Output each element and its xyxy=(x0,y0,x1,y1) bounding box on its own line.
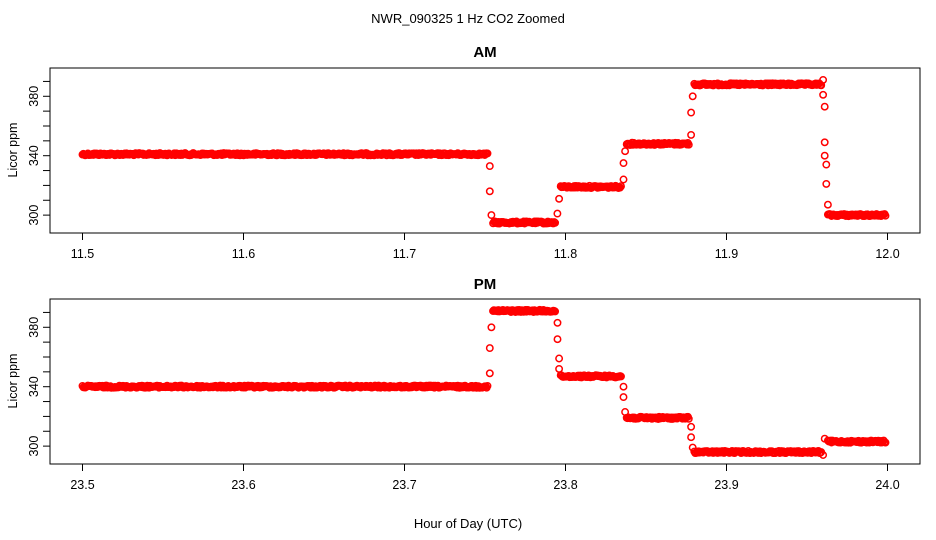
panel-am-data-point xyxy=(485,187,494,196)
panel-am-data-point xyxy=(820,102,829,111)
panel-am-transition-points xyxy=(485,75,832,220)
panel-am-xtick-label: 11.9 xyxy=(715,247,738,261)
panel-pm-series-segment xyxy=(556,371,625,382)
panel-pm-data-point xyxy=(687,433,696,442)
panel-pm-axes: 23.5 23.6 23.7 23.8 23.9 24.0 300 340 380 xyxy=(27,311,900,492)
panel-pm-series-segment xyxy=(489,305,560,316)
panel-pm-ytick-label: 380 xyxy=(27,317,41,338)
panel-pm-title: PM xyxy=(474,276,497,293)
panel-am-data-point xyxy=(485,162,494,171)
panel-am-xtick-label: 11.6 xyxy=(232,247,255,261)
panel-am-data-point xyxy=(688,92,697,101)
panel-pm-transition-points xyxy=(485,318,829,459)
panel-am-data-point xyxy=(621,147,630,156)
panel-am-xtick-label: 11.5 xyxy=(71,247,94,261)
panel-am-data-point xyxy=(483,149,492,158)
panel-pm-data-point xyxy=(820,434,829,443)
panel-pm-xtick-label: 23.6 xyxy=(231,478,255,492)
panel-pm-ytick-label: 300 xyxy=(27,436,41,457)
panel-am-data-point xyxy=(617,182,625,191)
panel-am-ylabel: Licor ppm xyxy=(6,123,20,178)
panel-am-data-point xyxy=(822,160,831,169)
panel-pm-xtick-label: 23.9 xyxy=(714,478,738,492)
panel-pm-plot-frame xyxy=(49,298,921,465)
panel-am-data-point xyxy=(822,179,831,188)
panel-am-ytick-label: 300 xyxy=(27,205,41,226)
panel-am-series-segment xyxy=(78,149,492,160)
panel-am-data-point xyxy=(819,90,828,99)
panel-pm-ylabel: Licor ppm xyxy=(6,354,20,409)
panel-pm-series-segment xyxy=(622,412,693,423)
panel-pm-series-segment xyxy=(78,381,492,392)
panel-pm-data-point xyxy=(553,318,562,327)
panel-am-xtick-label: 12.0 xyxy=(875,247,899,261)
panel-am-title: AM xyxy=(473,44,496,61)
panel-am-data-point xyxy=(820,138,829,147)
panel-pm-series-segment xyxy=(823,436,890,447)
panel-am-data-point xyxy=(553,209,562,218)
figure-suptitle: NWR_090325 1 Hz CO2 Zoomed xyxy=(371,11,565,26)
panel-am-plot-frame xyxy=(49,67,921,234)
panel-pm-xtick-label: 23.5 xyxy=(70,478,94,492)
panel-pm-data-point xyxy=(483,381,492,390)
panel-am-data-point xyxy=(687,108,696,117)
panel-am-ytick-label: 340 xyxy=(27,145,41,166)
panel-pm-xtick-label: 23.8 xyxy=(553,478,577,492)
panel-am-points xyxy=(78,75,890,228)
panel-am-data-point xyxy=(823,200,832,209)
panel-pm-data-point xyxy=(619,393,628,402)
panel-am-data-point xyxy=(619,175,628,184)
panel-am-data-point xyxy=(684,140,693,149)
panel-am-data-point xyxy=(555,194,564,203)
panel-pm-data-point xyxy=(687,422,696,431)
panel-am-axes: 11.5 11.6 11.7 11.8 11.9 12.0 300 340 380 xyxy=(27,80,900,261)
panel-pm-data-point xyxy=(485,344,494,353)
panel-am-xtick-label: 11.8 xyxy=(554,247,577,261)
panel-am-data-point xyxy=(820,151,829,160)
panel-am-data-point xyxy=(819,75,828,84)
panel-am-data-point xyxy=(687,130,696,139)
panel-pm-data-point xyxy=(617,372,625,381)
panel-pm-data-point xyxy=(619,382,628,391)
panel-pm-data-point xyxy=(819,451,828,459)
panel-pm-ytick-label: 340 xyxy=(27,376,41,397)
figure-xlabel: Hour of Day (UTC) xyxy=(414,516,522,531)
panel-pm-points xyxy=(78,305,890,459)
panel-pm-data-point xyxy=(881,438,890,447)
panel-am-series-segment xyxy=(622,138,693,149)
panel-am-series-segment xyxy=(489,217,560,228)
panel-am-data-point xyxy=(619,159,628,168)
panel-pm-data-point xyxy=(485,369,494,378)
panel-am-series-segment xyxy=(556,181,625,192)
panel-pm: PM Licor ppm 23.5 23.6 23.7 23.8 23.9 24.0 300… xyxy=(6,276,921,492)
panel-pm-data-point xyxy=(555,354,564,363)
panel-pm-data-point xyxy=(688,443,697,452)
panel-pm-data-point xyxy=(487,323,496,332)
panel-pm-data-point xyxy=(553,335,562,344)
panel-am-data-point xyxy=(487,211,496,220)
panel-am-series-segment xyxy=(690,79,826,90)
panel-am-ytick-label: 380 xyxy=(27,86,41,107)
panel-pm-xtick-label: 24.0 xyxy=(875,478,899,492)
panel-pm-data-point xyxy=(551,307,560,316)
panel-am-series-segment xyxy=(823,210,890,221)
panel-pm-data-point xyxy=(555,364,564,373)
panel-am-xtick-label: 11.7 xyxy=(393,247,416,261)
panel-pm-series-segment xyxy=(690,447,826,458)
panel-pm-data-point xyxy=(684,414,693,423)
panel-am-data-point xyxy=(551,218,560,227)
panel-am: AM Licor ppm 11.5 11.6 11.7 11.8 11.9 12.0 300… xyxy=(6,44,921,261)
panel-pm-data-point xyxy=(621,408,630,416)
panel-am-data-point xyxy=(881,211,890,220)
panel-pm-xtick-label: 23.7 xyxy=(392,478,416,492)
